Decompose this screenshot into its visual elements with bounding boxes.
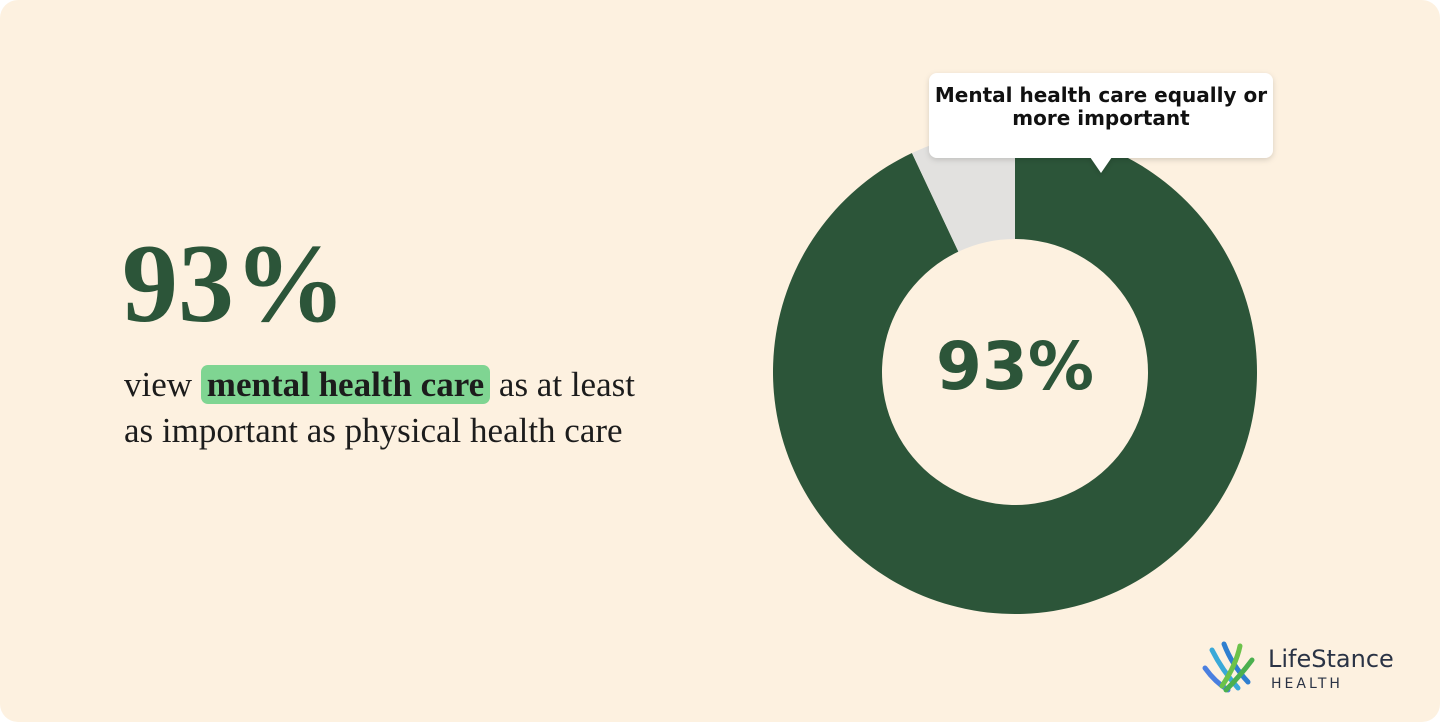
text: view — [124, 365, 193, 404]
logo-icon — [1202, 641, 1255, 693]
slice — [773, 130, 1257, 614]
tooltip-label: Mental health care equally or more import… — [935, 83, 1267, 130]
tooltip — [929, 73, 1273, 173]
tooltip-line: Mental health care equally or — [935, 83, 1267, 107]
text: as at least as important as physical hea… — [124, 365, 635, 450]
logo-sub: HEALTH — [1271, 676, 1343, 692]
headline-text: view mental health care as at least as i… — [124, 362, 644, 454]
highlight: mental health care — [200, 365, 491, 404]
headline-stat: 93% — [122, 222, 346, 346]
slice — [911, 130, 1015, 252]
center-label: 93% — [936, 328, 1094, 405]
tooltip-line: more important — [1012, 106, 1190, 130]
logo-name: LifeStance — [1268, 645, 1394, 673]
